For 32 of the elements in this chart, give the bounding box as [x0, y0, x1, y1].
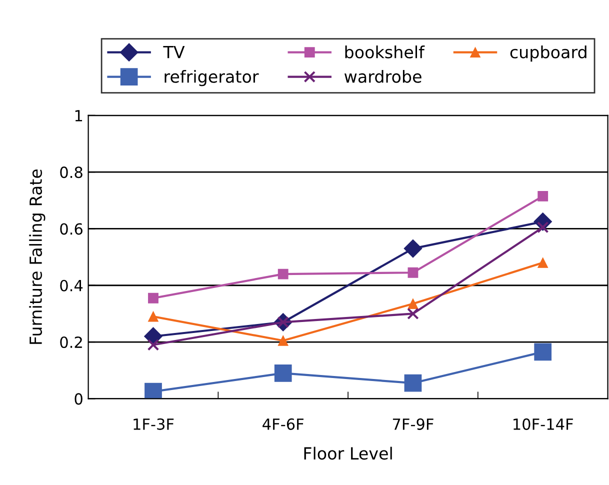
point: [148, 292, 158, 304]
point: [148, 311, 158, 322]
y-tick-label: 0.8: [60, 166, 82, 178]
y-tick-label: 0.4: [60, 280, 83, 292]
legend-label: cupboard: [510, 46, 586, 62]
point: [144, 382, 162, 399]
point: [538, 258, 548, 268]
point: [404, 239, 422, 258]
x-tick-label: 4F-6F: [262, 418, 304, 430]
y-tick-label: 0.2: [60, 336, 82, 348]
point: [274, 364, 292, 382]
legend-label: refrigerator: [164, 70, 259, 86]
legend-label: bookshelf: [345, 46, 425, 58]
x-tick-label: 7F-9F: [392, 418, 434, 430]
y-axis-title: Furniture Falling Rate: [29, 169, 46, 344]
point: [404, 374, 422, 392]
point: [278, 335, 288, 346]
y-tick-label: 0.6: [60, 223, 82, 235]
point: [534, 343, 552, 361]
legend-label: TV: [163, 46, 185, 58]
point: [407, 308, 419, 320]
x-tick-label: 10F-14F: [514, 418, 573, 430]
x-tick-label: 1F-3F: [134, 418, 174, 430]
legend-label: wardrobe: [344, 70, 422, 83]
point: [147, 338, 160, 351]
x-axis-title: Floor Level: [304, 446, 392, 460]
point: [408, 298, 418, 309]
y-tick-label: 1: [75, 110, 82, 122]
point: [278, 268, 288, 280]
y-tick-label: 0: [74, 393, 82, 405]
point: [408, 267, 418, 278]
point: [538, 190, 548, 202]
